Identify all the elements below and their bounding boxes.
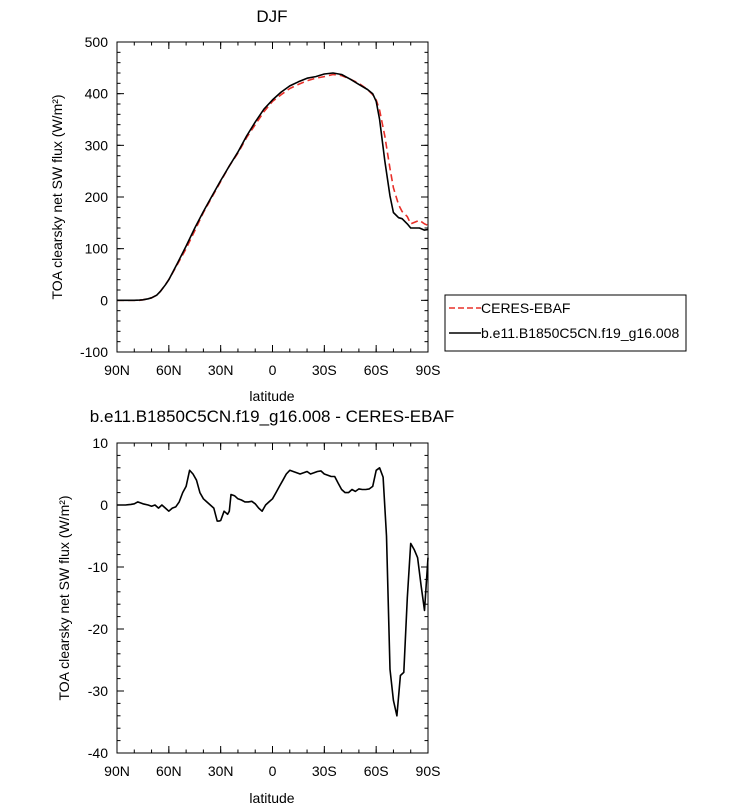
bottom-xtick-label: 90S xyxy=(416,763,441,779)
legend: CERES-EBAF b.e11.B1850C5CN.f19_g16.008 xyxy=(444,294,687,352)
top-xtick-label: 60N xyxy=(156,362,182,378)
bottom-ylabel: TOA clearsky net SW flux (W/m²) xyxy=(56,495,72,700)
top-ytick-label: 0 xyxy=(100,292,108,308)
top-ytick-label: 500 xyxy=(85,34,109,50)
bottom-xtick-label: 90N xyxy=(104,763,130,779)
bottom-xtick-label: 30N xyxy=(208,763,234,779)
top-ytick-label: 400 xyxy=(85,86,109,102)
djf-flux-panel: DJF 90N 60N 30N 0 30S 60S 90S -100 0 100 200 300 400… xyxy=(49,7,440,404)
bottom-axis-ticks: 90N 60N 30N 0 30S 60S 90S -40 -30 -20 -10 0 10 xyxy=(88,435,441,779)
bottom-ytick-label: -20 xyxy=(88,621,108,637)
bottom-series-line-0 xyxy=(117,466,429,717)
top-ytick-label: 300 xyxy=(85,137,109,153)
bottom-ytick-label: 0 xyxy=(100,497,108,513)
bottom-title: b.e11.B1850C5CN.f19_g16.008 - CERES-EBAF xyxy=(90,407,454,426)
top-ytick-label: 100 xyxy=(85,241,109,257)
bottom-ytick-label: -30 xyxy=(88,683,108,699)
top-xtick-label: 30S xyxy=(312,362,337,378)
top-xlabel: latitude xyxy=(249,388,294,404)
bottom-series-lines xyxy=(117,466,429,717)
bottom-ytick-label: -40 xyxy=(88,745,108,761)
top-axis-ticks: 90N 60N 30N 0 30S 60S 90S -100 0 100 200 300 400 500 xyxy=(80,34,440,378)
bottom-ytick-label: -10 xyxy=(88,559,108,575)
top-ytick-label: 200 xyxy=(85,189,109,205)
difference-panel: b.e11.B1850C5CN.f19_g16.008 - CERES-EBAF… xyxy=(56,407,454,806)
bottom-xtick-label: 0 xyxy=(269,763,277,779)
top-xtick-label: 90S xyxy=(416,362,441,378)
top-xtick-label: 30N xyxy=(208,362,234,378)
legend-ceres-label: CERES-EBAF xyxy=(481,300,570,316)
top-series-line-1 xyxy=(117,72,429,302)
bottom-ytick-label: 10 xyxy=(92,435,108,451)
top-xtick-label: 60S xyxy=(364,362,389,378)
top-xtick-label: 0 xyxy=(269,362,277,378)
bottom-xlabel: latitude xyxy=(249,790,294,806)
bottom-plot-frame xyxy=(116,442,429,754)
top-ytick-label: -100 xyxy=(80,344,108,360)
top-xtick-label: 90N xyxy=(104,362,130,378)
bottom-xtick-label: 30S xyxy=(312,763,337,779)
top-title: DJF xyxy=(256,7,287,26)
top-series-lines xyxy=(117,72,429,302)
legend-box xyxy=(444,294,687,352)
bottom-xtick-label: 60N xyxy=(156,763,182,779)
top-series-line-0 xyxy=(117,73,429,302)
top-ylabel: TOA clearsky net SW flux (W/m²) xyxy=(49,94,65,299)
top-plot-frame xyxy=(116,41,429,353)
legend-model-label: b.e11.B1850C5CN.f19_g16.008 xyxy=(481,325,679,341)
bottom-xtick-label: 60S xyxy=(364,763,389,779)
